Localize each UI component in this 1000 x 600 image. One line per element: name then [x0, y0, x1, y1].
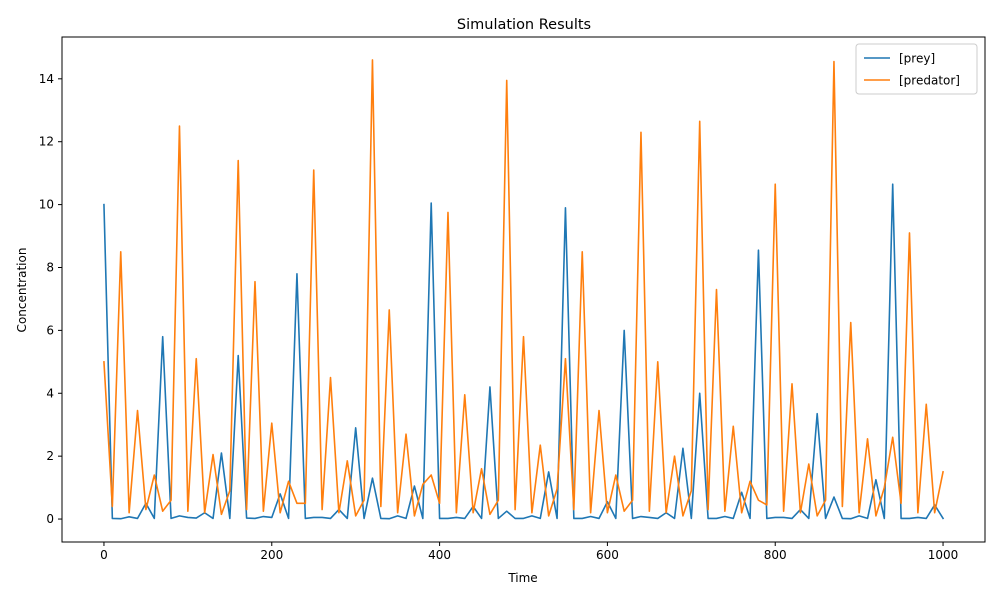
series-line-1: [103, 59, 944, 517]
y-tick-label: 6: [46, 323, 54, 337]
y-tick-label: 10: [39, 198, 54, 212]
legend-label-1: [predator]: [899, 74, 960, 88]
series-line-0: [103, 183, 945, 520]
x-tick-label: 400: [428, 548, 451, 562]
chart-title: Simulation Results: [457, 17, 591, 33]
x-axis-ticks: 0 200 400 600 800 1000: [100, 542, 958, 562]
x-tick-label: 0: [100, 548, 108, 562]
y-axis-ticks: 0 2 4 6 8 10 12 14: [39, 72, 62, 526]
y-tick-label: 14: [39, 72, 54, 86]
x-axis-title: Time: [507, 571, 537, 585]
plot-frame: [61, 36, 986, 543]
y-tick-label: 8: [46, 260, 54, 274]
y-axis-title: Concentration: [15, 248, 29, 333]
y-tick-label: 0: [46, 512, 54, 526]
legend: [prey] [predator]: [855, 43, 978, 95]
y-tick-label: 12: [39, 135, 54, 149]
legend-box: [855, 43, 978, 95]
legend-label-0: [prey]: [899, 52, 935, 66]
series-lines: [103, 59, 945, 520]
x-tick-label: 200: [260, 548, 283, 562]
x-tick-label: 1000: [928, 548, 959, 562]
x-tick-label: 600: [596, 548, 619, 562]
y-tick-label: 4: [46, 386, 54, 400]
x-tick-label: 800: [764, 548, 787, 562]
y-tick-label: 2: [46, 449, 54, 463]
